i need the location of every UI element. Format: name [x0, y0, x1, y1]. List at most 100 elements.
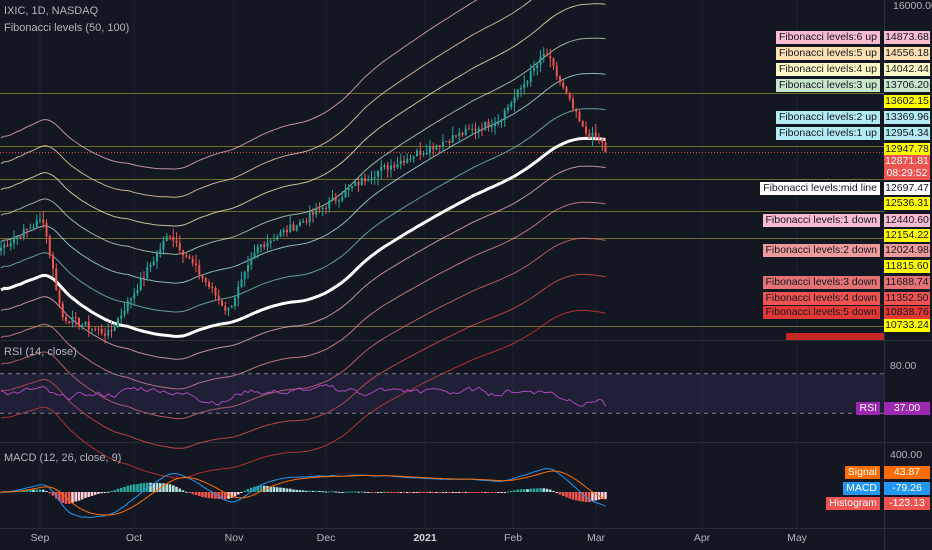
candle-body [390, 165, 392, 170]
macd-histogram-bar [123, 486, 126, 492]
macd-histogram-bar [149, 482, 152, 492]
macd-histogram-bar [487, 492, 490, 493]
candle-body [341, 197, 344, 201]
macd-histogram-bar [262, 485, 266, 492]
fib-band-line [0, 108, 606, 313]
macd-histogram-bar [366, 492, 370, 493]
candle-body [39, 219, 41, 221]
candle-body [299, 221, 301, 226]
rsi-title[interactable]: RSI (14, close) [4, 346, 77, 358]
clipped-level-label [786, 333, 884, 340]
macd-title[interactable]: MACD (12, 26, close, 9) [4, 452, 122, 464]
macd-histogram-bar [220, 492, 224, 500]
candle-body [497, 121, 500, 124]
fib-level-name-label: Fibonacci levels:6 up [775, 31, 880, 44]
candle-body [188, 256, 191, 259]
macd-axis-label: 400.00 [890, 449, 923, 461]
candle-body [438, 145, 441, 147]
candle-body [146, 266, 149, 278]
macd-histogram-bar [116, 488, 120, 492]
candle-body [279, 232, 282, 237]
fib-band-line [0, 309, 606, 479]
macd-histogram-bar [67, 492, 71, 504]
macd-histogram-bar [84, 492, 87, 498]
candle-body [260, 244, 262, 247]
level-price-label: 13602.15 [884, 95, 930, 108]
rsi-axis-label: 80.00 [890, 360, 917, 372]
fib-band-line [0, 0, 478, 170]
fib-band-line [0, 237, 606, 420]
rsi-badge-value: 37.00 [884, 402, 930, 415]
macd-histogram-bar [71, 492, 74, 503]
candle-body [513, 96, 516, 104]
candle-body [97, 328, 100, 330]
macd-histogram-bar [324, 491, 328, 493]
macd-histogram-bar [574, 492, 578, 501]
candle-body [185, 255, 188, 257]
macd-histogram-bar [93, 492, 97, 495]
candle-body [578, 111, 581, 122]
candle-body [536, 64, 539, 69]
candle-body [94, 328, 97, 330]
fib-level-name-label: Fibonacci levels:1 down [762, 214, 880, 227]
candle-body [26, 228, 28, 230]
macd-histogram-bar [600, 492, 604, 500]
candle-body [204, 278, 207, 283]
candle-body [406, 158, 409, 163]
macd-histogram-bar [493, 492, 497, 493]
x-tick-label: Feb [503, 532, 523, 544]
candle-body [165, 236, 168, 241]
macd-histogram-bar [363, 491, 367, 493]
candle-body [458, 132, 461, 137]
macd-histogram-bar [422, 492, 425, 493]
x-tick-label: Dec [316, 532, 336, 544]
candle-body [503, 110, 506, 120]
fib-level-value-label: 12440.60 [884, 214, 930, 227]
candle-body [559, 76, 561, 83]
macd-histogram-bar [314, 490, 318, 492]
candle-body [110, 329, 113, 331]
macd-histogram-bar [142, 483, 146, 492]
macd-histogram-bar [194, 492, 198, 495]
indicator-title[interactable]: Fibonacci levels (50, 100) [4, 22, 130, 34]
macd-histogram-bar [178, 488, 182, 492]
macd-histogram-bar [461, 492, 464, 493]
macd-histogram-bar [542, 488, 546, 492]
candle-body [568, 93, 571, 99]
candle-body [156, 253, 158, 262]
symbol-title: IXIC, 1D, NASDAQ [4, 5, 99, 17]
macd-histogram-bar [58, 492, 61, 501]
candle-body [221, 300, 223, 307]
candle-body [425, 152, 428, 154]
macd-histogram-bar [565, 492, 568, 498]
candle-body [48, 236, 51, 256]
macd-histogram-bar [266, 485, 269, 492]
macd-histogram-bar [113, 490, 117, 492]
candle-body [123, 311, 126, 316]
macd-histogram-bar [259, 485, 263, 492]
macd-histogram-bar [61, 492, 65, 503]
macd-histogram-bar [87, 492, 91, 498]
macd-histogram-bar [308, 490, 312, 492]
macd-histogram-bar [162, 483, 165, 492]
candle-body [325, 207, 327, 209]
candle-body [169, 236, 171, 238]
fib-level-name-label: Fibonacci levels:1 up [775, 127, 880, 140]
macd-histogram-bar [503, 492, 507, 493]
macd-histogram-bar [454, 492, 458, 493]
candle-body [292, 224, 295, 231]
candle-body [175, 240, 178, 244]
candle-body [162, 240, 165, 250]
candle-body [224, 306, 227, 311]
macd-histogram-bar [402, 492, 406, 493]
macd-histogram-bar [441, 492, 445, 493]
candle-body [42, 219, 45, 223]
candle-body [234, 297, 236, 306]
candle-body [477, 128, 480, 131]
candle-body [240, 279, 243, 287]
macd-histogram-bar [269, 486, 273, 492]
macd-histogram-bar [181, 490, 185, 492]
fib-level-value-label: 13706.20 [884, 79, 930, 92]
candle-body [516, 89, 519, 97]
fib-band-line [0, 201, 606, 390]
